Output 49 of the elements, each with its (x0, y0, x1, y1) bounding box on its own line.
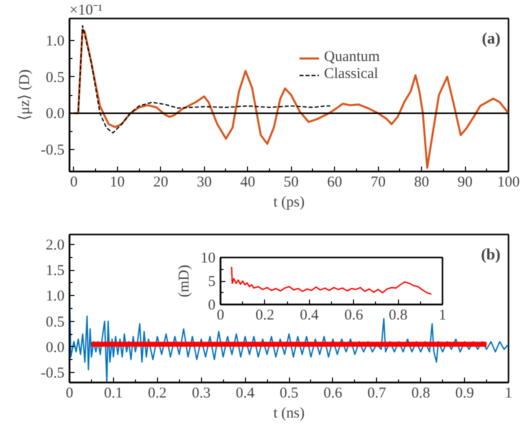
x-tick-label: 0.8 (411, 386, 430, 402)
x-tick-label: 0.9 (455, 386, 474, 402)
x-tick-label: 0.2 (148, 386, 167, 402)
y-tick-label: 1.5 (46, 263, 64, 280)
x-tick-label: 0.5 (280, 386, 298, 402)
x-tick-label: 0.4 (236, 386, 255, 402)
y-tick-label: -0.5 (40, 365, 65, 382)
y-tick-label: 0.0 (46, 106, 64, 122)
annotation: (b) (480, 246, 501, 264)
y-tick-label: 0.5 (46, 70, 64, 86)
annotation: (a) (482, 30, 500, 48)
x-tick-label: 0.4 (300, 308, 320, 324)
y-tick-label: 1.0 (46, 288, 64, 305)
y-axis-title: ⟨μz⟩ (D) (16, 69, 33, 121)
x-tick-label: 0.8 (388, 308, 408, 324)
x-tick-label: 0.3 (192, 386, 211, 402)
x-tick-label: 80 (414, 174, 430, 190)
y-tick-label: 0.0 (46, 340, 64, 356)
line-series (230, 266, 432, 295)
x-tick-label: 0.2 (256, 308, 274, 324)
y-tick-label: -0.5 (40, 142, 65, 159)
x-tick-label: 60 (327, 174, 342, 190)
y-tick-label: 0 (208, 298, 216, 314)
x-tick-label: 50 (284, 174, 299, 190)
y-tick-label: 10 (200, 250, 216, 266)
x-tick-label: 0 (70, 174, 78, 190)
x-tick-label: 0.6 (344, 308, 364, 324)
x-axis-title: t (ns) (273, 406, 305, 422)
x-tick-label: 100 (497, 174, 520, 190)
line-series (72, 28, 508, 169)
x-tick-label: 0.7 (367, 386, 387, 402)
y-tick-label: 1.0 (46, 33, 64, 50)
x-tick-label: 20 (153, 174, 168, 190)
legend-label: Classical (324, 66, 378, 83)
x-tick-label: 1 (504, 386, 512, 402)
legend-label: Quantum (324, 49, 380, 66)
y-axis-title: (mD) (176, 264, 192, 298)
x-tick-label: 1 (438, 308, 446, 324)
y-tick-label: 5 (208, 274, 216, 290)
x-tick-label: 90 (458, 174, 473, 190)
x-tick-label: 40 (240, 174, 256, 190)
x-tick-label: 10 (110, 174, 125, 190)
y-tick-label: 2.0 (46, 238, 64, 254)
x-tick-label: 70 (370, 174, 386, 190)
x-axis-title: t (ps) (273, 194, 305, 210)
x-tick-label: 30 (196, 174, 212, 190)
text: ×10⁻¹ (70, 2, 102, 18)
x-tick-label: 0.6 (324, 386, 343, 402)
x-tick-label: 0.1 (104, 386, 123, 402)
